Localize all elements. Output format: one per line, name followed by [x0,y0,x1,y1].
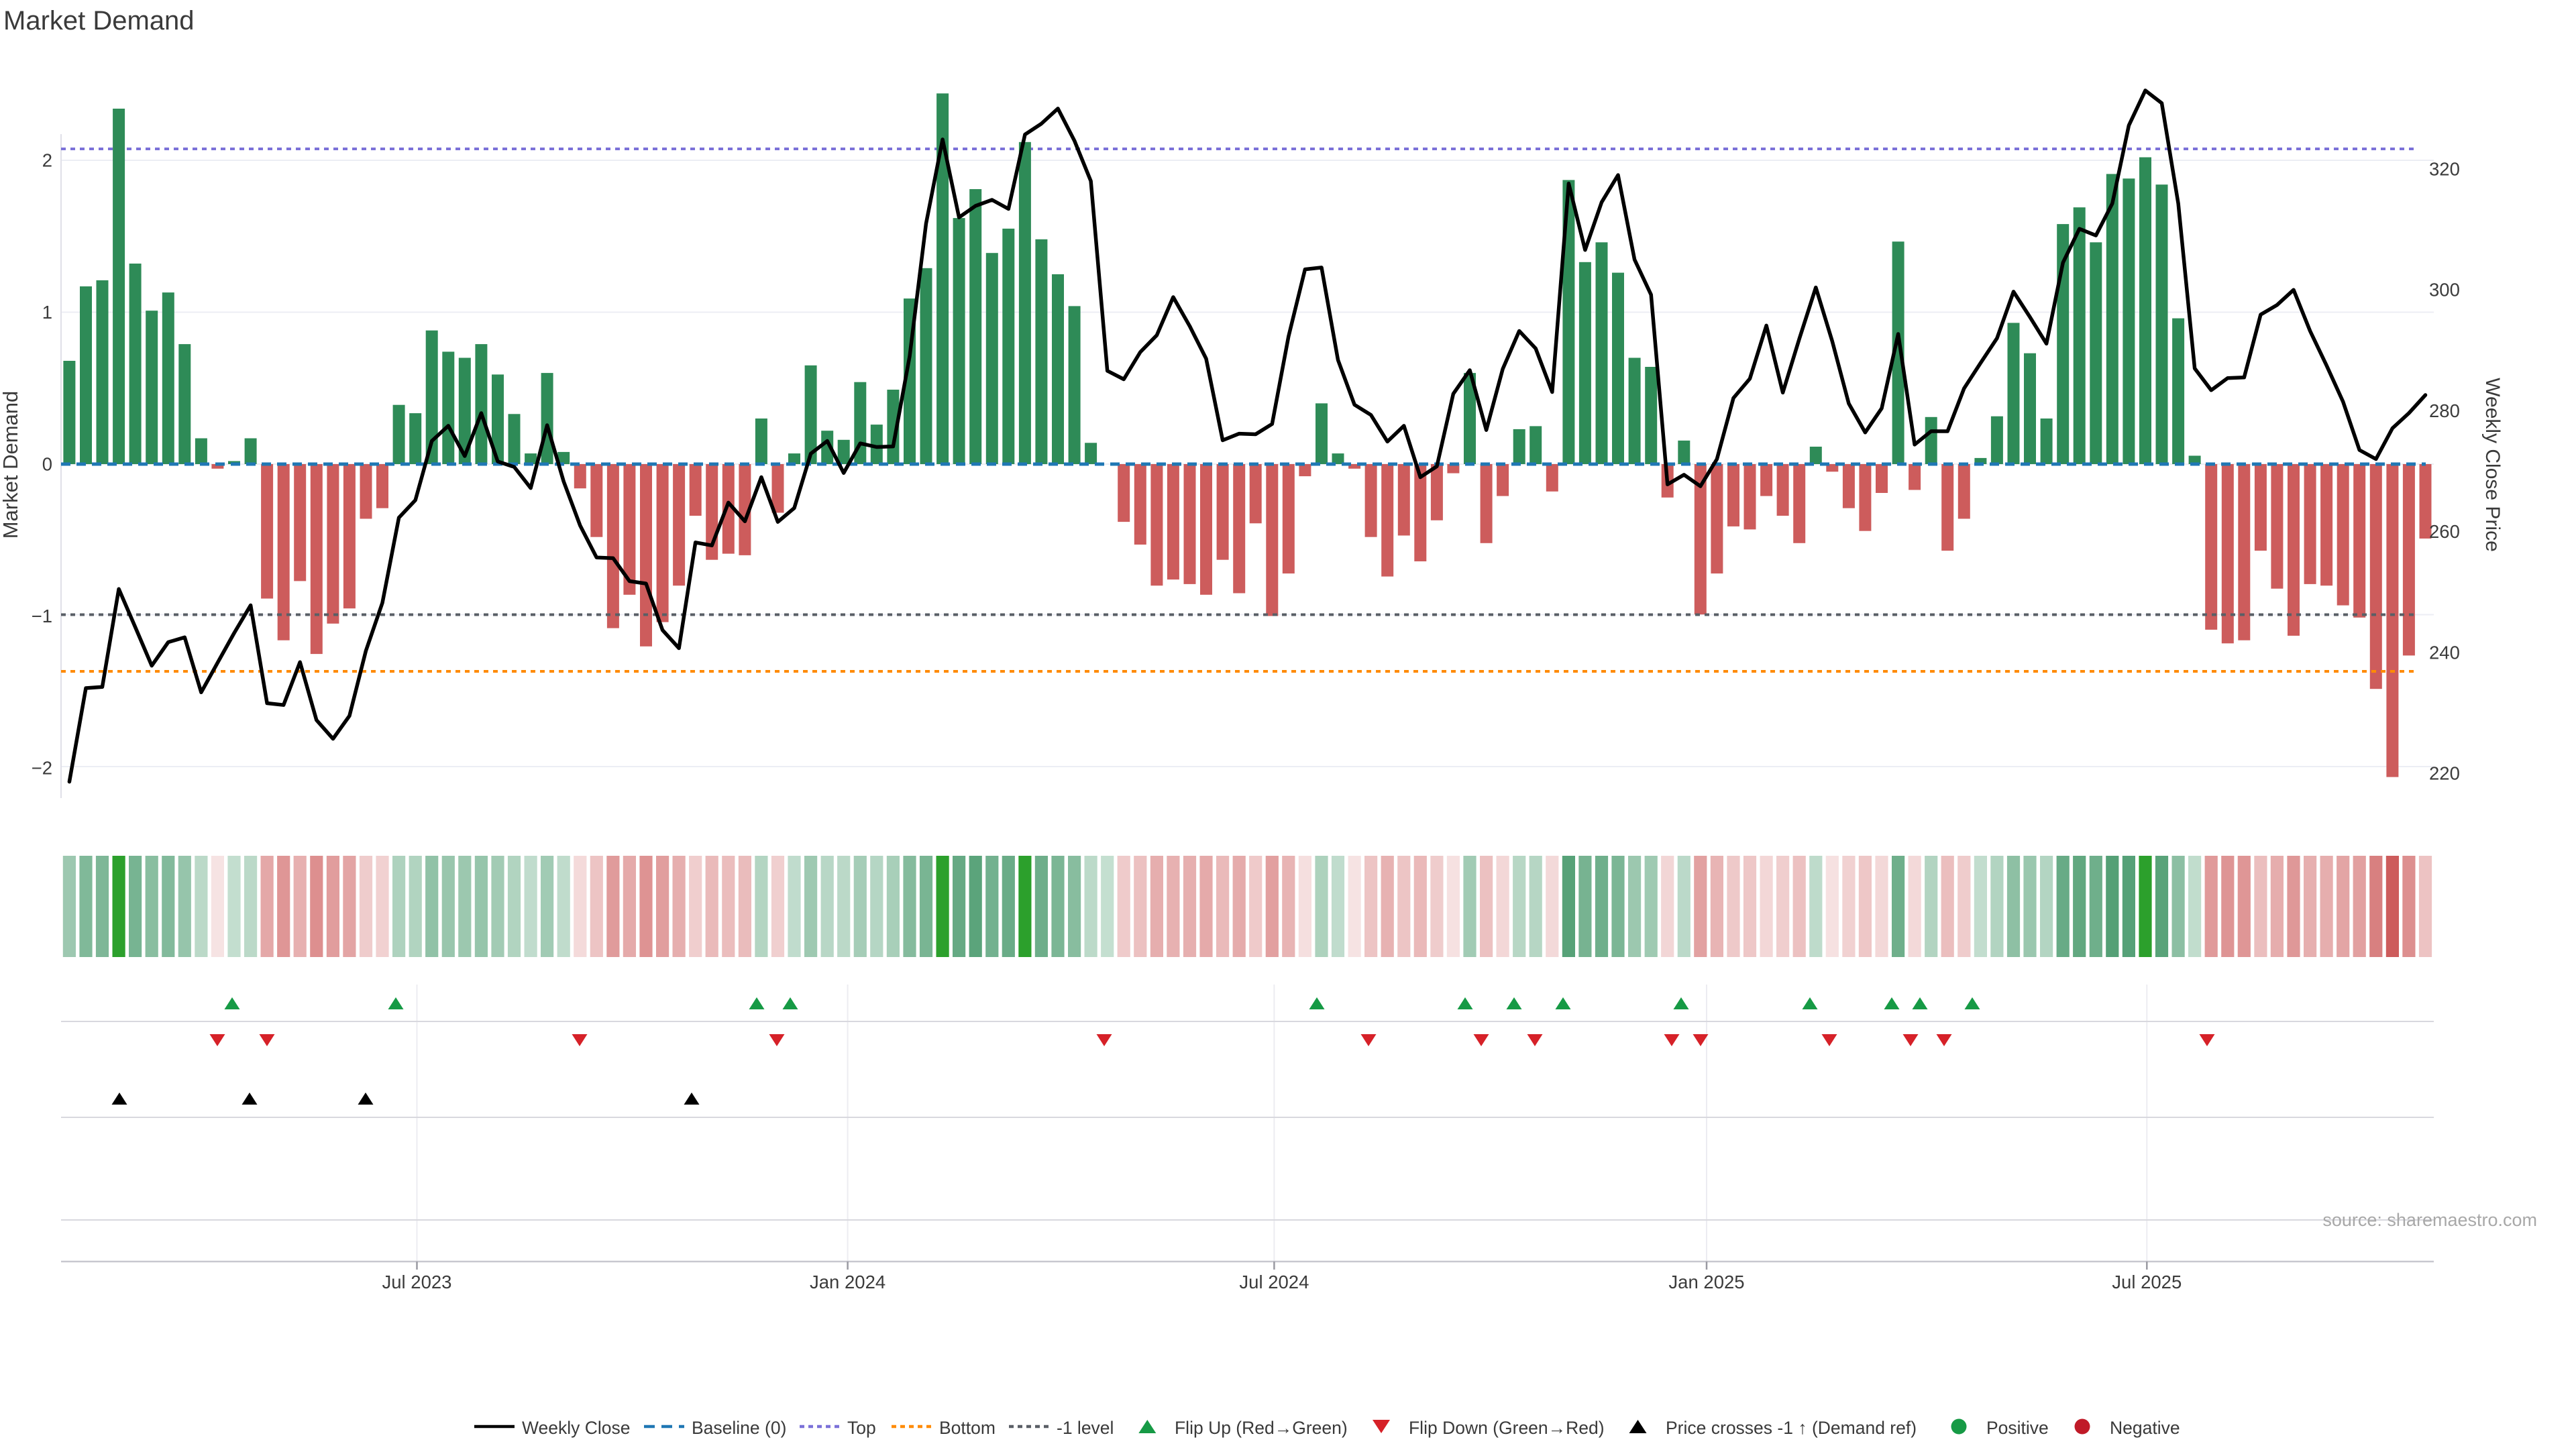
svg-text:240: 240 [2429,642,2460,663]
svg-text:Price crosses -1 ↑ (Demand ref: Price crosses -1 ↑ (Demand ref) [1666,1418,1917,1438]
svg-text:Jan 2024: Jan 2024 [810,1272,885,1292]
svg-text:Baseline (0): Baseline (0) [692,1418,786,1438]
svg-text:-1 level: -1 level [1057,1418,1114,1438]
svg-text:Market Demand: Market Demand [0,391,22,539]
svg-text:300: 300 [2429,280,2460,300]
svg-text:Market Demand: Market Demand [3,6,195,36]
svg-text:Top: Top [847,1418,876,1438]
svg-text:Flip Up (Red→Green): Flip Up (Red→Green) [1175,1418,1348,1438]
svg-text:−2: −2 [32,758,52,779]
svg-text:Weekly Close: Weekly Close [522,1418,631,1438]
svg-text:Jul 2025: Jul 2025 [2112,1272,2182,1292]
svg-text:Weekly Close Price: Weekly Close Price [2481,378,2504,552]
svg-text:Negative: Negative [2110,1418,2180,1438]
svg-text:Bottom: Bottom [939,1418,996,1438]
svg-text:2: 2 [42,150,52,171]
svg-text:280: 280 [2429,400,2460,421]
svg-text:−1: −1 [32,606,52,626]
svg-text:320: 320 [2429,159,2460,180]
svg-text:Positive: Positive [1986,1418,2049,1438]
svg-text:source: sharemaestro.com: source: sharemaestro.com [2322,1210,2537,1230]
svg-text:1: 1 [42,302,52,323]
svg-text:Jan 2025: Jan 2025 [1668,1272,1744,1292]
svg-text:260: 260 [2429,521,2460,542]
svg-text:0: 0 [42,454,52,475]
svg-text:Jul 2023: Jul 2023 [382,1272,452,1292]
svg-text:Flip Down (Green→Red): Flip Down (Green→Red) [1409,1418,1605,1438]
svg-text:220: 220 [2429,763,2460,784]
svg-text:Jul 2024: Jul 2024 [1239,1272,1309,1292]
